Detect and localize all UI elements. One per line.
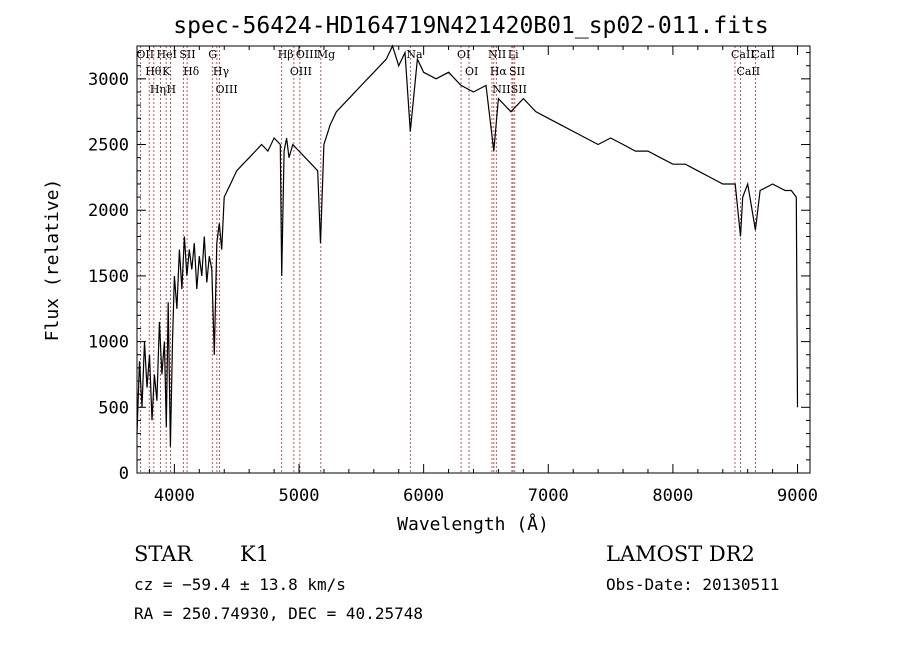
plot-frame: [136, 45, 811, 474]
line-marker-label-10: OIII: [216, 83, 238, 96]
line-marker-label-26: CaII: [751, 48, 775, 61]
x-tick-label-4: 8000: [652, 486, 693, 506]
object-class: STAR: [134, 542, 193, 566]
line-marker-label-13: OIII: [296, 48, 318, 61]
y-tick-label-2: 1000: [88, 333, 129, 353]
x-axis-label: Wavelength (Å): [397, 513, 549, 535]
line-marker-label-7: Hδ: [183, 65, 200, 78]
line-marker-label-17: OI: [465, 65, 478, 78]
line-marker-label-11: Hβ: [278, 48, 294, 61]
line-marker-label-18: NII: [488, 48, 506, 61]
line-marker-label-1: Hθ: [145, 65, 162, 78]
x-axis-ticks: 4000 5000 6000 7000 8000 9000: [148, 46, 818, 506]
line-marker-label-16: OI: [457, 48, 470, 61]
survey-name: LAMOST DR2: [606, 542, 755, 566]
line-marker-label-19: Hα: [490, 65, 508, 78]
y-tick-label-1: 500: [98, 398, 129, 418]
redshift-velocity: cz = −59.4 ± 13.8 km/s: [134, 575, 346, 594]
spectrum-series-line: [136, 44, 799, 447]
object-subclass: K1: [240, 542, 269, 566]
line-marker-label-21: Li: [508, 48, 519, 61]
line-marker-label-25: CaII: [736, 65, 760, 78]
line-marker-label-9: Hγ: [213, 65, 230, 78]
x-tick-label-2: 6000: [403, 486, 444, 506]
line-marker-label-3: HeI: [157, 48, 177, 61]
y-tick-label-4: 2000: [88, 201, 129, 221]
line-marker-label-6: SII: [179, 48, 195, 61]
x-tick-label-0: 4000: [154, 486, 195, 506]
line-marker-label-4: K: [162, 65, 171, 78]
x-tick-label-5: 9000: [777, 486, 818, 506]
y-tick-label-3: 1500: [88, 267, 129, 287]
line-marker-label-0: OII: [136, 48, 154, 61]
x-tick-label-3: 7000: [528, 486, 569, 506]
y-axis-ticks: 0 500 1000 1500 2000 2500 3000: [88, 52, 810, 484]
line-marker-label-15: Na: [406, 48, 423, 61]
y-tick-label-5: 2500: [88, 136, 129, 156]
sky-coordinates: RA = 250.74930, DEC = 40.25748: [134, 604, 423, 623]
y-tick-label-0: 0: [119, 464, 129, 484]
y-axis-label: Flux (relative): [42, 179, 63, 342]
line-marker-label-12: OIII: [290, 65, 312, 78]
line-marker-label-24: CaII: [731, 48, 755, 61]
x-tick-label-1: 5000: [279, 486, 320, 506]
line-marker-label-2: Hη: [150, 83, 166, 96]
line-marker-label-14: Mg: [317, 48, 335, 61]
line-marker-label-23: SII: [511, 83, 527, 96]
chart-title: spec-56424-HD164719N421420B01_sp02-011.f…: [173, 13, 768, 39]
y-tick-label-6: 3000: [88, 70, 129, 90]
line-marker-label-8: G: [208, 48, 217, 61]
line-markers: [139, 46, 756, 473]
line-marker-label-22: SII: [509, 65, 525, 78]
line-marker-label-5: H: [167, 83, 177, 96]
line-marker-label-20: NII: [492, 83, 510, 96]
observation-date: Obs-Date: 20130511: [606, 575, 779, 594]
